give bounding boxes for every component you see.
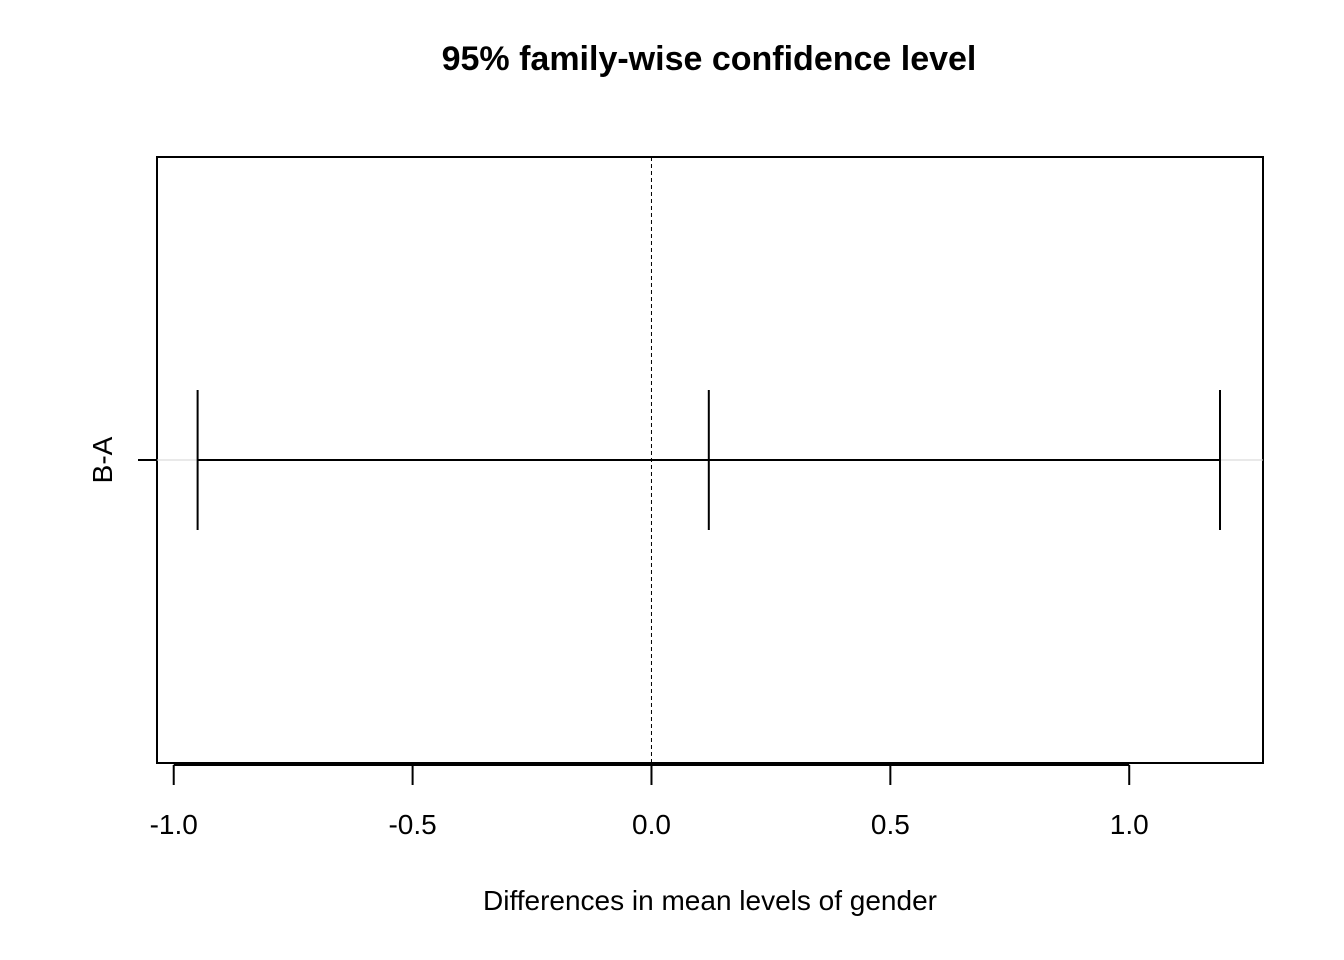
x-tick-label: -0.5: [388, 809, 436, 840]
x-tick-label: 1.0: [1110, 809, 1149, 840]
chart-title: 95% family-wise confidence level: [442, 40, 977, 78]
x-axis: -1.0 -0.5 0.0 0.5 1.0: [150, 764, 1149, 840]
x-tick-label: 0.5: [871, 809, 910, 840]
x-axis-label: Differences in mean levels of gender: [483, 885, 937, 916]
y-tick-label: B-A: [87, 436, 118, 483]
x-tick-label: 0.0: [632, 809, 671, 840]
x-tick-label: -1.0: [150, 809, 198, 840]
confidence-intervals: [157, 390, 1263, 530]
y-axis: B-A: [87, 436, 157, 483]
